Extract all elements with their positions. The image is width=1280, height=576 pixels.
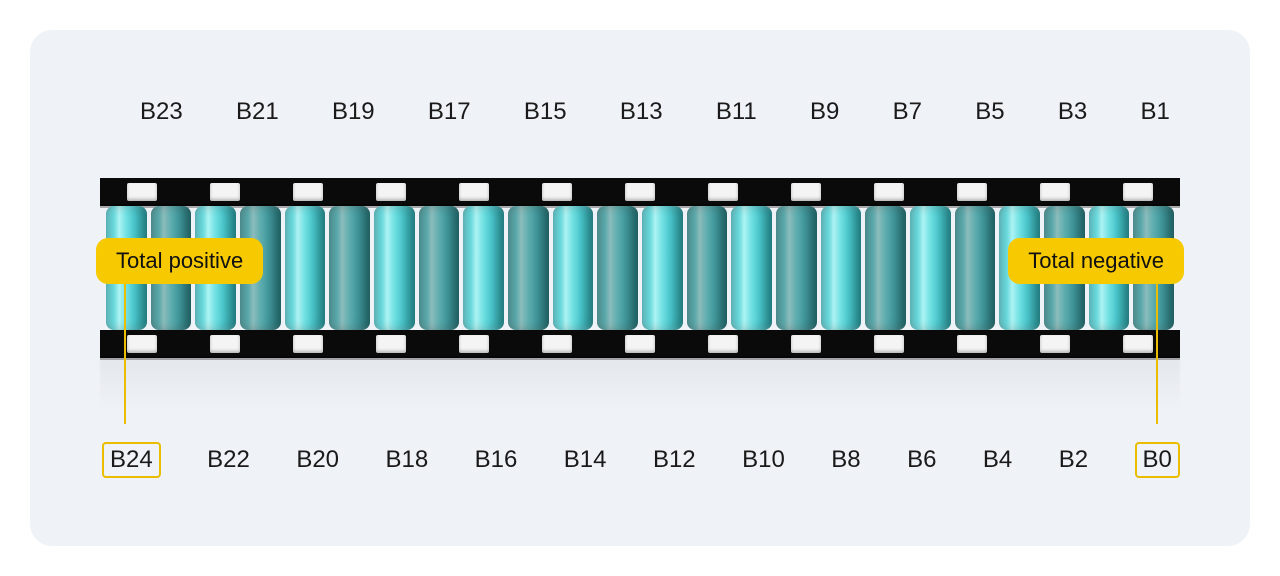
lead-line-negative bbox=[1156, 284, 1158, 424]
battery-cell bbox=[329, 206, 370, 330]
bus-bar-tab bbox=[293, 183, 323, 201]
lead-line-positive bbox=[124, 284, 126, 424]
reflection bbox=[100, 358, 1180, 418]
battery-cell bbox=[553, 206, 594, 330]
bottom-label: B20 bbox=[296, 446, 339, 474]
callout-total-negative: Total negative bbox=[1008, 238, 1184, 284]
battery-cell bbox=[374, 206, 415, 330]
top-label: B3 bbox=[1058, 98, 1087, 126]
battery-cell bbox=[597, 206, 638, 330]
bus-bar-tab bbox=[708, 183, 738, 201]
bus-bar-tab bbox=[874, 183, 904, 201]
bottom-label: B2 bbox=[1059, 446, 1088, 474]
top-label: B1 bbox=[1141, 98, 1170, 126]
battery-cell bbox=[776, 206, 817, 330]
bottom-label: B16 bbox=[475, 446, 518, 474]
bus-bar-tab bbox=[957, 335, 987, 353]
bus-bar-tab bbox=[1040, 183, 1070, 201]
bus-bar-tab bbox=[542, 335, 572, 353]
bus-bar-tab bbox=[459, 335, 489, 353]
bottom-label: B18 bbox=[385, 446, 428, 474]
battery-cell bbox=[731, 206, 772, 330]
battery-cell bbox=[285, 206, 326, 330]
bottom-label: B22 bbox=[207, 446, 250, 474]
top-label: B7 bbox=[893, 98, 922, 126]
bottom-label: B6 bbox=[907, 446, 936, 474]
bus-bar-tab bbox=[210, 335, 240, 353]
battery-cell bbox=[642, 206, 683, 330]
top-label: B5 bbox=[975, 98, 1004, 126]
bus-bar-tab bbox=[1123, 335, 1153, 353]
battery-cell bbox=[910, 206, 951, 330]
top-label: B21 bbox=[236, 98, 279, 126]
bus-bar-tab bbox=[791, 335, 821, 353]
bottom-label: B4 bbox=[983, 446, 1012, 474]
bus-bar-tab bbox=[376, 183, 406, 201]
battery-cell bbox=[865, 206, 906, 330]
bus-bar-tab bbox=[1040, 335, 1070, 353]
bus-bar-tab bbox=[127, 335, 157, 353]
diagram-panel: B23 B21 B19 B17 B15 B13 B11 B9 B7 B5 B3 B1 Total po… bbox=[30, 30, 1250, 546]
top-label-row: B23 B21 B19 B17 B15 B13 B11 B9 B7 B5 B3 B1 bbox=[100, 98, 1180, 126]
battery-cell bbox=[821, 206, 862, 330]
bottom-label: B0 bbox=[1135, 442, 1180, 478]
bus-bar-tab bbox=[542, 183, 572, 201]
callout-total-positive: Total positive bbox=[96, 238, 263, 284]
top-bus-bar bbox=[100, 178, 1180, 206]
top-label: B13 bbox=[620, 98, 663, 126]
top-label: B19 bbox=[332, 98, 375, 126]
bus-bar-tab bbox=[625, 335, 655, 353]
bus-bar-tab bbox=[874, 335, 904, 353]
bus-bar-tab bbox=[791, 183, 821, 201]
battery-cell bbox=[955, 206, 996, 330]
battery-cell bbox=[508, 206, 549, 330]
top-label: B15 bbox=[524, 98, 567, 126]
bus-bar-tab bbox=[1123, 183, 1153, 201]
top-label: B11 bbox=[716, 98, 757, 126]
bottom-label: B10 bbox=[742, 446, 785, 474]
top-label: B23 bbox=[140, 98, 183, 126]
bottom-label: B8 bbox=[831, 446, 860, 474]
bus-bar-tab bbox=[127, 183, 157, 201]
bus-bar-tab bbox=[708, 335, 738, 353]
bottom-label-row: B24 B22 B20 B18 B16 B14 B12 B10 B8 B6 B4 B2 B0 bbox=[100, 442, 1180, 478]
battery-cell bbox=[463, 206, 504, 330]
bus-bar-tab bbox=[293, 335, 323, 353]
bus-bar-tab bbox=[376, 335, 406, 353]
bus-bar-tab bbox=[459, 183, 489, 201]
top-label: B9 bbox=[810, 98, 839, 126]
bottom-label: B14 bbox=[564, 446, 607, 474]
bottom-bus-bar bbox=[100, 330, 1180, 358]
battery-cell bbox=[419, 206, 460, 330]
bus-bar-tab bbox=[625, 183, 655, 201]
bottom-label: B12 bbox=[653, 446, 696, 474]
bus-bar-tab bbox=[957, 183, 987, 201]
battery-cell bbox=[687, 206, 728, 330]
top-label: B17 bbox=[428, 98, 471, 126]
bottom-label: B24 bbox=[102, 442, 161, 478]
bus-bar-tab bbox=[210, 183, 240, 201]
